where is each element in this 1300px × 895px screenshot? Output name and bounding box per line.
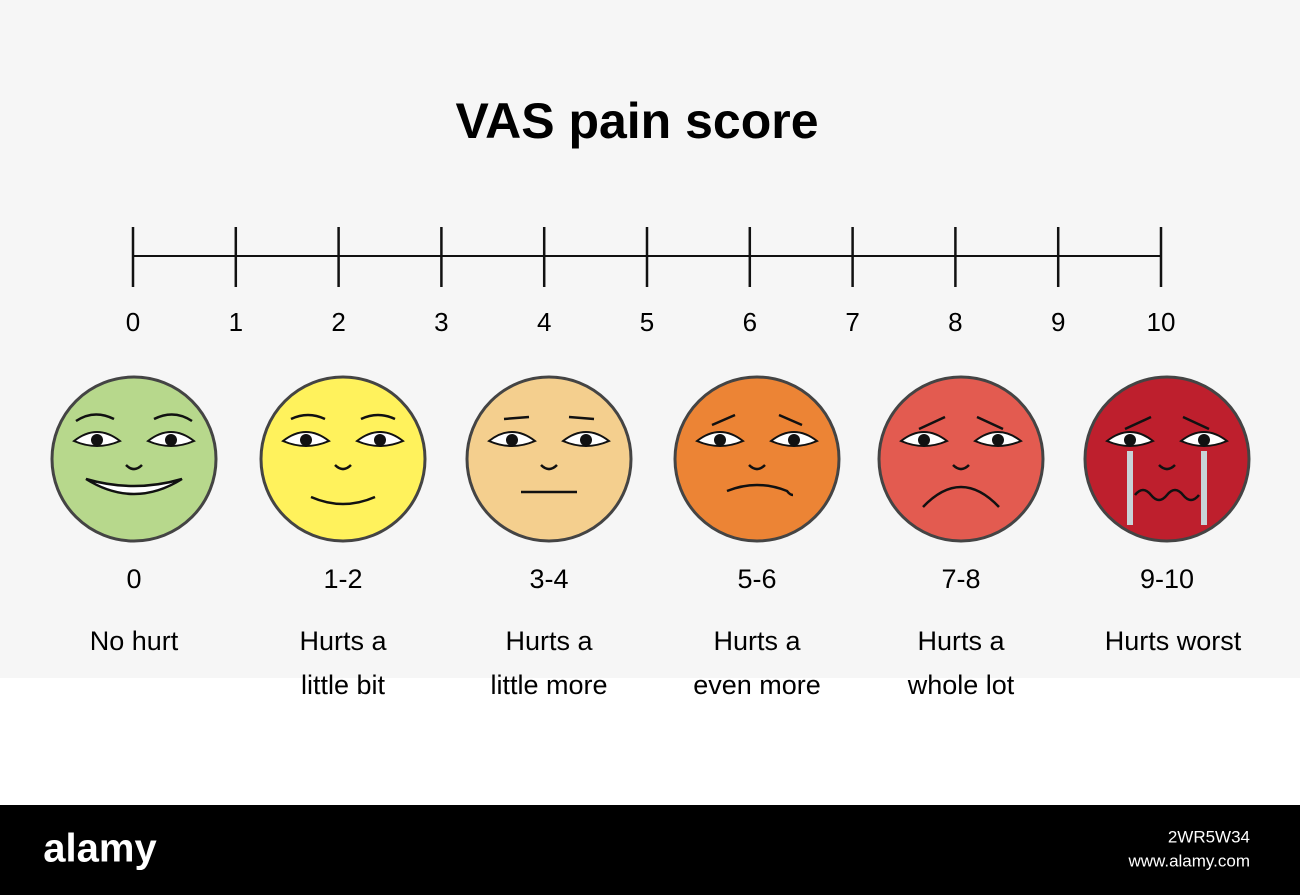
- nose: [540, 464, 558, 471]
- pupil: [506, 434, 518, 446]
- range-label: 3-4: [529, 564, 568, 594]
- face: [1083, 375, 1251, 543]
- description: Hurts worst: [1105, 626, 1242, 656]
- tick-label: 5: [640, 307, 654, 337]
- panel: [0, 0, 1300, 678]
- nose: [125, 464, 143, 471]
- pupil: [580, 434, 592, 446]
- pupil: [300, 434, 312, 446]
- mouth: [726, 483, 794, 497]
- tear: [1127, 451, 1133, 525]
- tick-label: 9: [1051, 307, 1065, 337]
- eyebrow: [290, 413, 326, 421]
- eyebrow: [75, 413, 115, 423]
- pupil: [714, 434, 726, 446]
- tick-label: 10: [1147, 307, 1176, 337]
- nose: [334, 464, 352, 471]
- mouth: [85, 477, 183, 496]
- description: Hurts a: [713, 626, 801, 656]
- tear: [1201, 451, 1207, 525]
- face-circle: [877, 375, 1045, 543]
- title: VAS pain score: [455, 93, 818, 149]
- description: No hurt: [90, 626, 179, 656]
- eyebrow: [1124, 415, 1152, 431]
- mouth: [310, 495, 376, 506]
- description: even more: [693, 670, 821, 700]
- face-circle: [465, 375, 633, 543]
- pupil: [1198, 434, 1210, 446]
- nose: [748, 464, 766, 471]
- face-circle: [259, 375, 427, 543]
- pupil: [788, 434, 800, 446]
- nose: [1158, 464, 1176, 471]
- description: little bit: [301, 670, 386, 700]
- eyebrow: [568, 415, 595, 421]
- face: [50, 375, 218, 543]
- pupil: [918, 434, 930, 446]
- tick-label: 7: [845, 307, 859, 337]
- faces: 0 No hurt 1-2 Hurts a little bit 3-4 Hurts a li…: [50, 375, 1251, 700]
- footer-bar: [0, 805, 1300, 895]
- face: [259, 375, 427, 543]
- eyebrow: [153, 413, 193, 423]
- tick-label: 2: [331, 307, 345, 337]
- eyebrow: [360, 413, 396, 421]
- eyebrow: [711, 413, 736, 427]
- pupil: [1124, 434, 1136, 446]
- eyebrow: [778, 413, 803, 427]
- mouth: [1134, 488, 1200, 502]
- url: www.alamy.com: [1127, 851, 1250, 870]
- image-id: 2WR5W34: [1168, 827, 1250, 846]
- range-label: 0: [126, 564, 141, 594]
- tick-label: 0: [126, 307, 140, 337]
- face-circle: [673, 375, 841, 543]
- description: little more: [490, 670, 607, 700]
- face: [673, 375, 841, 543]
- tick-label: 3: [434, 307, 448, 337]
- pupil: [165, 434, 177, 446]
- tick-label: 1: [229, 307, 243, 337]
- tick-label: 4: [537, 307, 551, 337]
- face: [877, 375, 1045, 543]
- tick-label: 8: [948, 307, 962, 337]
- pupil: [374, 434, 386, 446]
- description: Hurts a: [299, 626, 387, 656]
- mouth: [922, 485, 1000, 508]
- face-circle: [1083, 375, 1251, 543]
- range-label: 1-2: [323, 564, 362, 594]
- scale: 0 1 2 3 4 5 6 7 8 9 10: [126, 227, 1176, 337]
- nose: [952, 464, 970, 471]
- range-label: 9-10: [1140, 564, 1194, 594]
- range-label: 5-6: [737, 564, 776, 594]
- eyebrow: [918, 415, 946, 431]
- tick-label: 6: [743, 307, 757, 337]
- description: Hurts a: [505, 626, 593, 656]
- brand: alamy: [43, 827, 157, 871]
- description: whole lot: [907, 670, 1015, 700]
- range-label: 7-8: [941, 564, 980, 594]
- pupil: [992, 434, 1004, 446]
- face-circle: [50, 375, 218, 543]
- eyebrow: [503, 415, 530, 421]
- eyebrow: [976, 415, 1004, 431]
- pupil: [91, 434, 103, 446]
- eyebrow: [1182, 415, 1210, 431]
- description: Hurts a: [917, 626, 1005, 656]
- face: [465, 375, 633, 543]
